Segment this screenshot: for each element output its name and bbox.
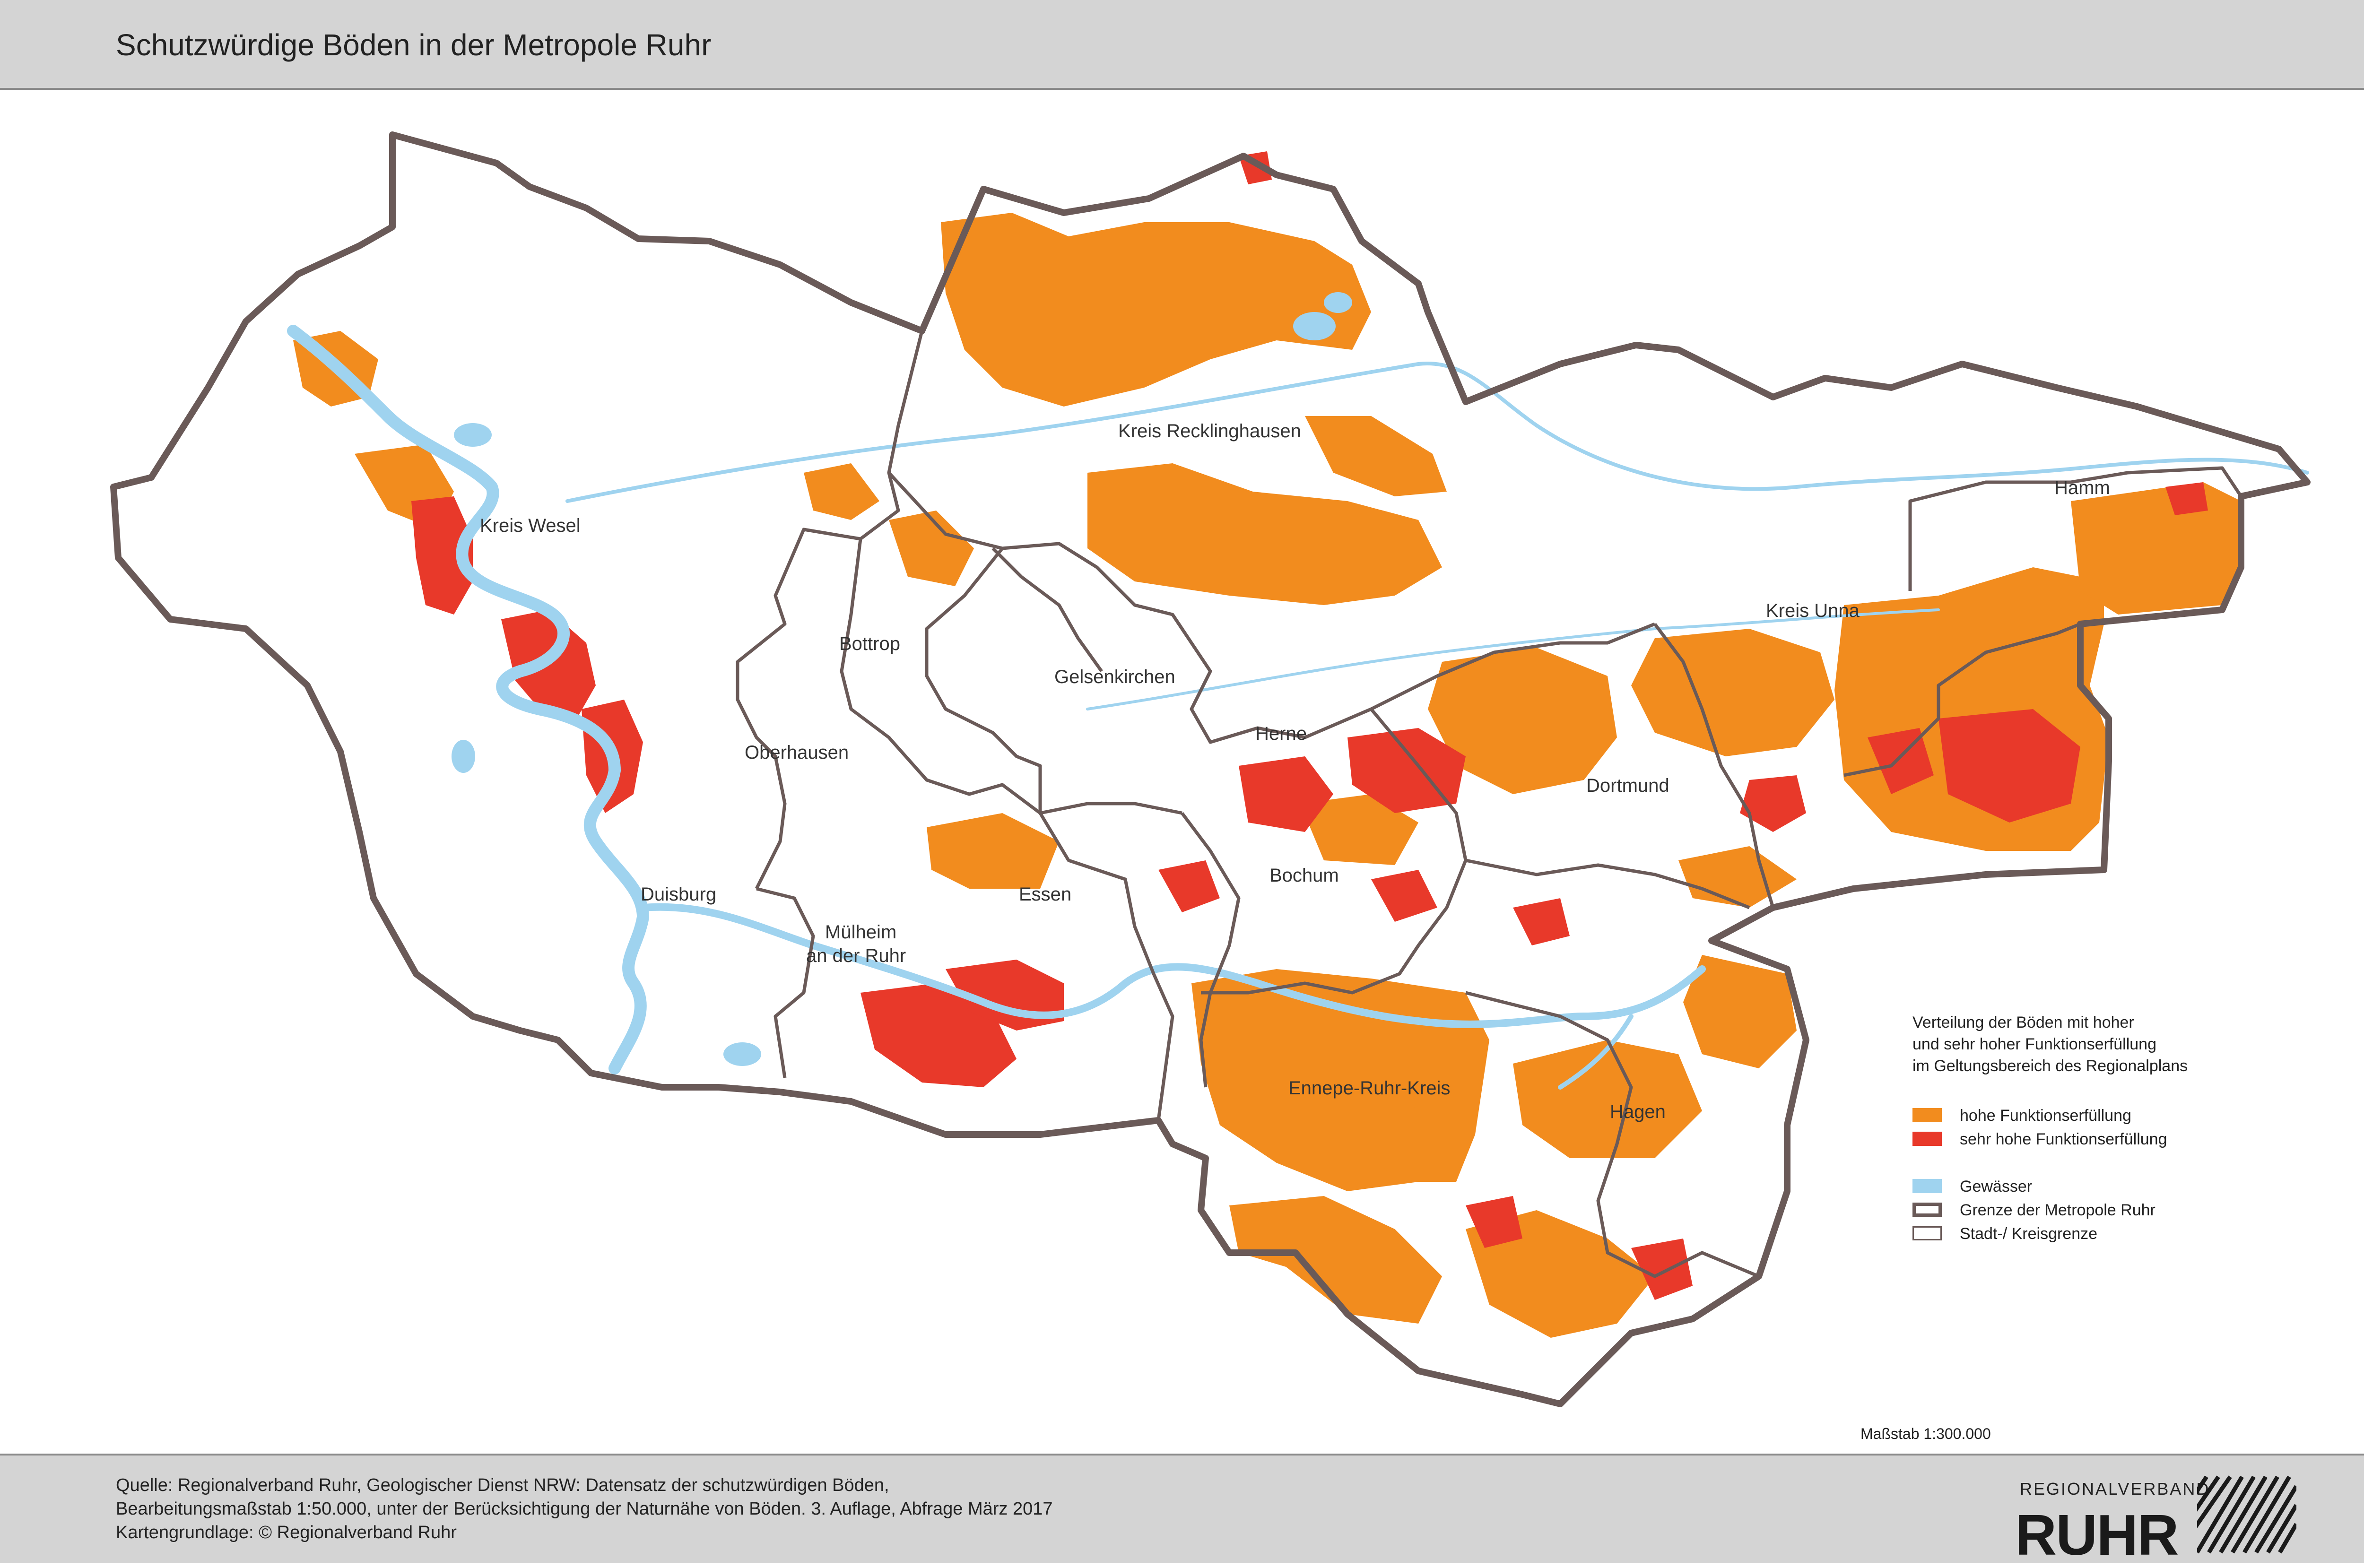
city-label: Hagen	[1610, 1101, 1666, 1122]
city-label: Dortmund	[1586, 775, 1669, 796]
city-label: an der Ruhr	[806, 945, 906, 966]
city-label: Bochum	[1269, 865, 1339, 886]
header-bar: Schutzwürdige Böden in der Metropole Ruh…	[0, 0, 2364, 90]
swatch-orange	[1912, 1108, 1942, 1122]
swatch-red	[1912, 1132, 1942, 1146]
lakes	[452, 292, 1352, 1066]
city-label: Kreis Unna	[1766, 600, 1860, 621]
legend-title-line: Verteilung der Böden mit hoher	[1912, 1014, 2134, 1031]
legend-title: Verteilung der Böden mit hoher und sehr …	[1912, 1012, 2329, 1077]
logo-small-text: REGIONALVERBAND	[2020, 1479, 2210, 1499]
legend-label: hohe Funktionserfüllung	[1960, 1107, 2131, 1125]
city-label: Kreis Wesel	[480, 515, 581, 536]
metropole-ruhr-boundary	[110, 131, 2311, 1407]
swatch-water	[1912, 1179, 1942, 1193]
legend-label: Grenze der Metropole Ruhr	[1960, 1201, 2155, 1219]
red-soil-areas	[411, 151, 2208, 1300]
city-label: Hamm	[2054, 477, 2110, 498]
swatch-inner-border	[1912, 1226, 1942, 1240]
scale-label: Maßstab 1:300.000	[1860, 1425, 1991, 1442]
water-bodies	[287, 325, 2309, 1090]
city-label: Oberhausen	[745, 742, 849, 763]
swatch-outer-border	[1912, 1203, 1942, 1217]
regionalverband-ruhr-logo: REGIONALVERBAND RUHR	[2015, 1465, 2299, 1567]
city-labels: Kreis Wesel Kreis Recklinghausen Bottrop Ge…	[480, 421, 2110, 1122]
source-line: Quelle: Regionalverband Ruhr, Geologisch…	[116, 1475, 889, 1495]
legend-title-line: im Geltungsbereich des Regionalplans	[1912, 1057, 2188, 1075]
footer-bar: Quelle: Regionalverband Ruhr, Geologisch…	[0, 1454, 2364, 1567]
legend-title-line: und sehr hoher Funktionserfüllung	[1912, 1035, 2156, 1053]
logo-big-text: RUHR	[2015, 1503, 2179, 1567]
map-title: Schutzwürdige Böden in der Metropole Ruh…	[116, 28, 712, 62]
city-label: Duisburg	[641, 884, 716, 905]
city-district-boundaries	[736, 330, 2242, 1278]
city-label: Gelsenkirchen	[1054, 667, 1175, 687]
city-label: Mülheim	[825, 922, 896, 943]
city-label: Kreis Recklinghausen	[1118, 421, 1301, 442]
legend-label: sehr hohe Funktionserfüllung	[1960, 1130, 2167, 1148]
legend-label: Stadt-/ Kreisgrenze	[1960, 1225, 2098, 1243]
city-label: Bottrop	[839, 633, 900, 654]
legend: Verteilung der Böden mit hoher und sehr …	[1912, 1012, 2329, 1243]
map-canvas: Kreis Wesel Kreis Recklinghausen Bottrop Ge…	[110, 131, 2311, 1407]
source-line: Kartengrundlage: © Regionalverband Ruhr	[116, 1523, 457, 1542]
city-label: Essen	[1019, 884, 1071, 905]
logo-stripes-icon	[2197, 1475, 2296, 1554]
city-label: Ennepe-Ruhr-Kreis	[1288, 1078, 1450, 1099]
source-line: Bearbeitungsmaßstab 1:50.000, unter der …	[116, 1499, 1053, 1519]
legend-label: Gewässer	[1960, 1178, 2033, 1195]
city-label: Herne	[1255, 723, 1307, 744]
source-text: Quelle: Regionalverband Ruhr, Geologisch…	[116, 1473, 1053, 1544]
